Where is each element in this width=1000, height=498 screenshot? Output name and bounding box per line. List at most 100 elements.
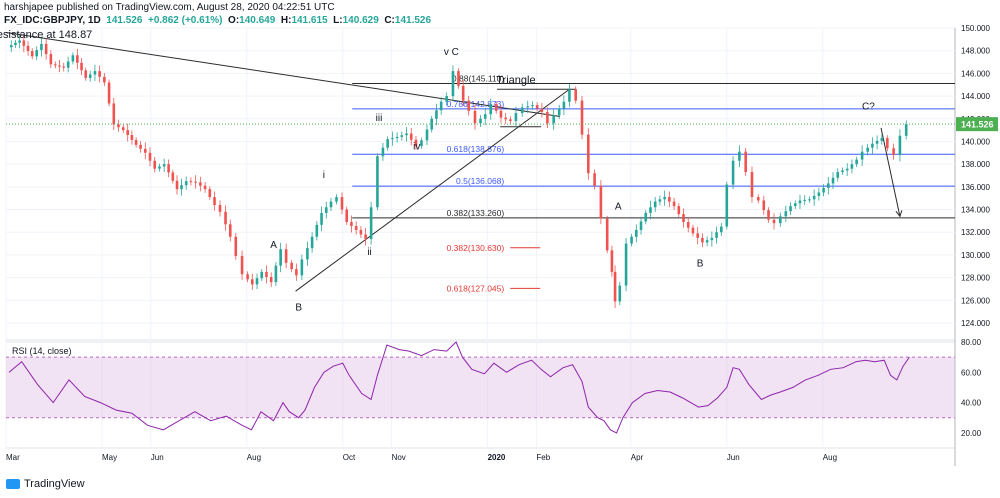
candle-body (320, 212, 323, 225)
close-label: C: (384, 15, 395, 26)
wave-annotation: iv (413, 141, 420, 152)
candle-body (93, 71, 97, 75)
candle-body (218, 204, 222, 212)
candle-body (126, 130, 130, 136)
price-tick-label: 128.000 (961, 274, 990, 283)
candle-body (531, 105, 534, 107)
price-tick-label: 144.000 (961, 92, 990, 101)
candle-body (224, 211, 227, 225)
candle-body (425, 129, 429, 141)
candle-body (639, 221, 643, 230)
candle-body (18, 40, 21, 43)
candle-body (300, 259, 304, 276)
candle-body (26, 45, 30, 52)
candle-body (44, 43, 48, 55)
candle-body (139, 144, 142, 149)
candle-body (414, 139, 418, 146)
time-tick-label: Apr (631, 453, 644, 462)
candle-body (605, 218, 609, 251)
candle-body (762, 200, 766, 211)
candle-body (892, 148, 895, 156)
tradingview-brand[interactable]: TradingView (6, 478, 85, 490)
candle-body (194, 181, 197, 183)
candle-body (199, 182, 202, 186)
candle-body (504, 117, 507, 120)
candle-body (76, 55, 79, 63)
candle-body (831, 177, 835, 184)
candle-body (9, 45, 13, 48)
candle-body (439, 101, 443, 111)
candle-body (148, 152, 152, 161)
candle-body (552, 115, 555, 124)
price-tick-label: 138.000 (961, 160, 990, 169)
candle-body (653, 201, 657, 208)
candle-body (189, 181, 193, 183)
rsi-line (8, 341, 910, 434)
candle-body (158, 166, 161, 169)
price-tick-label: 124.000 (961, 319, 990, 328)
candle-body (66, 61, 70, 68)
candle-body (866, 147, 869, 152)
candle-body (562, 101, 566, 109)
wave-annotation: ii (367, 247, 371, 258)
fib-level-label: 0.88(145.110) (452, 73, 504, 83)
candle-body (494, 104, 498, 111)
candle-body (143, 148, 147, 153)
candle-body (240, 256, 244, 275)
candle-body (822, 187, 825, 193)
open-label: O: (228, 15, 240, 26)
price-tick-label: 126.000 (961, 296, 990, 305)
candle-body (329, 201, 333, 208)
candle-body (335, 197, 338, 202)
candle-body (395, 136, 399, 139)
candle-body (756, 197, 760, 201)
price-tick-label: 146.000 (961, 69, 990, 78)
wave-annotation: Resistance at 148.87 (0, 29, 92, 41)
candle-body (290, 262, 293, 270)
candle-body (624, 243, 628, 286)
candle-body (354, 225, 358, 230)
publisher-line: harshjapee published on TradingView.com,… (4, 2, 335, 13)
candle-body (58, 65, 61, 67)
wave-annotation: iii (376, 113, 383, 124)
candle-body (381, 147, 385, 157)
candle-body (557, 108, 561, 116)
candle-body (568, 89, 571, 102)
candle-body (250, 279, 254, 285)
candle-body (391, 138, 394, 140)
last-price: 141.526 (106, 15, 143, 26)
candle-body (98, 71, 101, 77)
candle-body (798, 200, 802, 204)
time-tick-label: Aug (247, 453, 261, 462)
candle-body (682, 214, 685, 223)
candle-body (121, 127, 125, 131)
candle-body (750, 172, 754, 198)
candle-body (369, 207, 373, 240)
candle-body (80, 62, 83, 71)
candle-body (49, 54, 53, 65)
candle-body (499, 110, 503, 118)
time-tick-label: Jun (727, 453, 740, 462)
candle-body (841, 170, 844, 173)
candle-body (738, 151, 741, 161)
candle-body (457, 71, 460, 86)
last-price-badge (956, 117, 998, 132)
candle-body (686, 222, 690, 228)
extension-level-label: 0.382(130.630) (447, 243, 505, 253)
candle-body (274, 265, 278, 283)
candle-body (400, 135, 404, 137)
candle-body (88, 74, 92, 78)
candle-body (808, 199, 811, 201)
candle-body (705, 240, 709, 243)
candle-body (886, 138, 889, 149)
candle-body (520, 107, 524, 114)
rsi-band (6, 357, 955, 418)
candle-body (175, 180, 179, 190)
symbol-line: FX_IDC:GBPJPY, 1D 141.526 +0.862 (+0.61%… (4, 15, 431, 26)
candle-body (613, 271, 617, 302)
price-tick-label: 136.000 (961, 183, 990, 192)
candle-body (306, 248, 309, 260)
candle-body (386, 139, 389, 148)
candle-body (817, 192, 821, 196)
